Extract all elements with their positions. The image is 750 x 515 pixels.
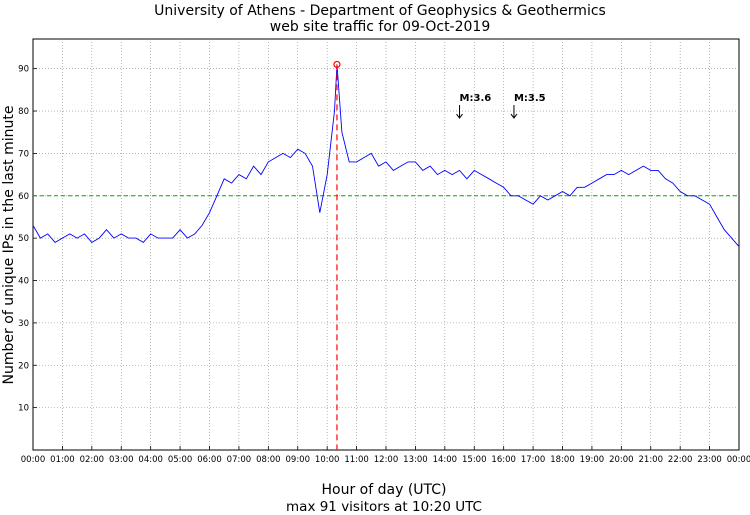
annotations: M:3.6 M:3.5 [456, 93, 546, 119]
grid-lines [33, 39, 739, 450]
x-tick-label: 09:00 [286, 455, 311, 465]
x-tick-label: 04:00 [138, 455, 163, 465]
x-tick-label: 06:00 [197, 455, 222, 465]
y-tick-label: 30 [18, 319, 29, 329]
x-tick-label: 11:00 [344, 455, 369, 465]
plot-area [32, 38, 740, 451]
y-tick-label: 80 [18, 107, 29, 117]
x-tick-label: 21:00 [639, 455, 664, 465]
x-tick-label: 23:00 [697, 455, 722, 465]
annotation-label: M:3.6 [460, 93, 492, 104]
x-tick-label: 02:00 [80, 455, 105, 465]
chart-subtitle: web site traffic for 09-Oct-2019 [270, 19, 491, 35]
x-tick-label: 03:00 [109, 455, 134, 465]
y-tick-label: 40 [18, 277, 29, 287]
x-tick-label: 22:00 [668, 455, 693, 465]
x-tick-label: 16:00 [491, 455, 516, 465]
x-tick-label: 20:00 [609, 455, 634, 465]
x-tick-label: 13:00 [403, 455, 428, 465]
x-tick-label: 18:00 [550, 455, 575, 465]
y-tick-label: 50 [18, 234, 29, 244]
y-tick-label: 60 [18, 192, 29, 202]
x-tick-label: 00:00 [21, 455, 46, 465]
annotation-arrow-head [456, 113, 463, 119]
x-tick-label: 00:00 [727, 455, 750, 465]
annotation-label: M:3.5 [514, 93, 546, 104]
x-tick-label: 15:00 [462, 455, 487, 465]
x-tick-label: 01:00 [50, 455, 75, 465]
x-tick-label: 08:00 [256, 455, 281, 465]
chart-title: University of Athens - Department of Geo… [154, 3, 606, 19]
x-tick-label: 17:00 [521, 455, 546, 465]
x-tick-label: 07:00 [227, 455, 252, 465]
y-axis-ticks: 10 20 30 40 50 60 70 80 90 [18, 65, 37, 414]
annotation-arrow-head [510, 113, 518, 119]
x-axis-label: Hour of day (UTC) [322, 482, 447, 498]
x-tick-label: 19:00 [580, 455, 605, 465]
x-tick-label: 14:00 [433, 455, 458, 465]
chart-footer: max 91 visitors at 10:20 UTC [286, 499, 482, 515]
x-tick-label: 05:00 [168, 455, 193, 465]
max-marker-point [333, 60, 341, 69]
x-tick-label: 10:00 [315, 455, 340, 465]
y-tick-label: 90 [18, 65, 29, 75]
y-tick-label: 10 [18, 404, 29, 414]
y-axis-label: Number of unique IPs in the last minute [1, 106, 17, 385]
x-axis-ticks: 00:00 01:00 02:00 03:00 04:00 05:00 06:00 07:00… [21, 446, 750, 465]
y-tick-label: 20 [18, 361, 29, 371]
x-tick-label: 12:00 [374, 455, 399, 465]
y-tick-label: 70 [18, 149, 29, 159]
traffic-series-line [32, 64, 740, 247]
